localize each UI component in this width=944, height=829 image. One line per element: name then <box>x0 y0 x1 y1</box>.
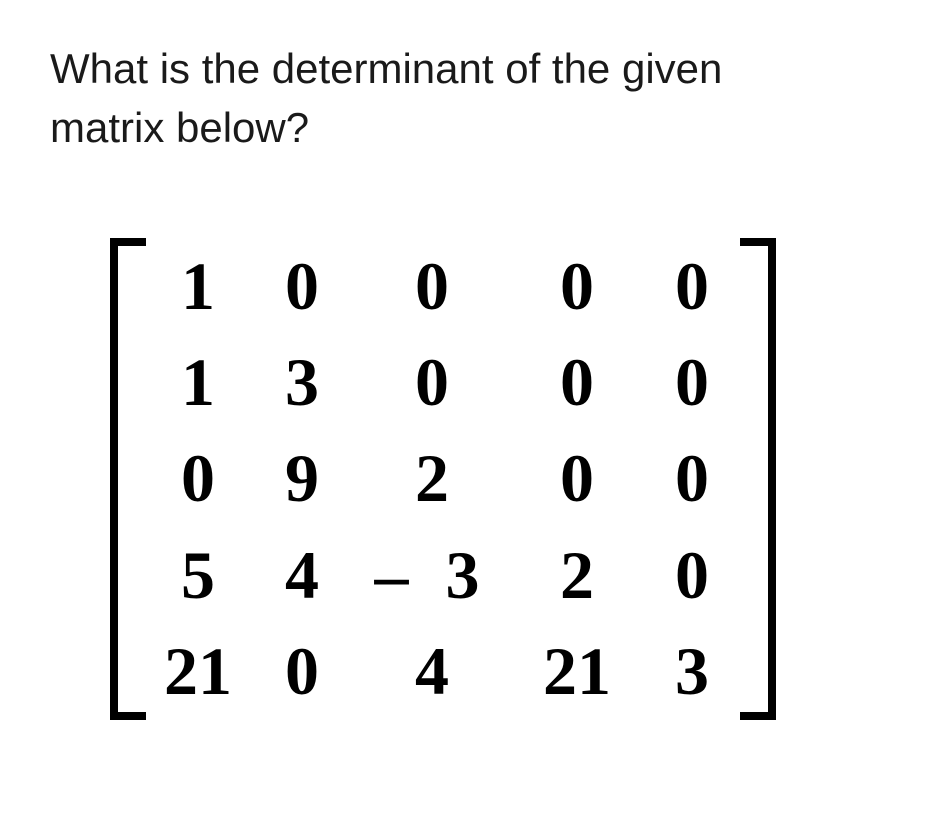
matrix-cell: – 3 <box>352 527 512 623</box>
matrix-cell: 0 <box>144 430 252 526</box>
matrix-cell: 3 <box>642 623 742 719</box>
matrix-cell: 0 <box>352 238 512 334</box>
matrix-cell: 21 <box>144 623 252 719</box>
question-text: What is the determinant of the given mat… <box>50 40 894 158</box>
matrix-cell: 0 <box>512 430 642 526</box>
matrix-row: 21 0 4 21 3 <box>144 623 742 719</box>
matrix-cell: 4 <box>352 623 512 719</box>
matrix-cell: 5 <box>144 527 252 623</box>
matrix-cell: 0 <box>642 334 742 430</box>
matrix-cell: 1 <box>144 238 252 334</box>
matrix-cell: 2 <box>352 430 512 526</box>
matrix-cell: 0 <box>642 527 742 623</box>
matrix-table: 1 0 0 0 0 1 3 0 0 0 0 9 2 0 0 5 4 – 3 2 … <box>144 238 742 720</box>
matrix-cell: 0 <box>642 430 742 526</box>
matrix: 1 0 0 0 0 1 3 0 0 0 0 9 2 0 0 5 4 – 3 2 … <box>110 238 894 720</box>
question-line-2: matrix below? <box>50 104 309 151</box>
question-line-1: What is the determinant of the given <box>50 45 722 92</box>
matrix-cell: 9 <box>252 430 352 526</box>
matrix-cell: 0 <box>252 623 352 719</box>
matrix-bracket-left <box>110 238 134 720</box>
matrix-cell: 4 <box>252 527 352 623</box>
matrix-row: 1 0 0 0 0 <box>144 238 742 334</box>
matrix-bracket-right <box>752 238 776 720</box>
matrix-cell: 0 <box>512 238 642 334</box>
matrix-cell: 0 <box>352 334 512 430</box>
matrix-cell: 0 <box>252 238 352 334</box>
matrix-cell: 21 <box>512 623 642 719</box>
matrix-row: 5 4 – 3 2 0 <box>144 527 742 623</box>
matrix-cell: 1 <box>144 334 252 430</box>
matrix-row: 1 3 0 0 0 <box>144 334 742 430</box>
matrix-cell: 2 <box>512 527 642 623</box>
matrix-cell: 0 <box>642 238 742 334</box>
matrix-row: 0 9 2 0 0 <box>144 430 742 526</box>
matrix-cell: 0 <box>512 334 642 430</box>
matrix-cell: 3 <box>252 334 352 430</box>
